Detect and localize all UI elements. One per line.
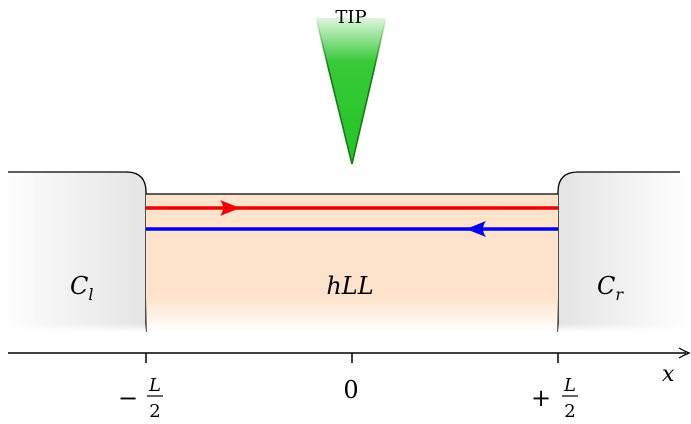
stm-tip: TIP bbox=[315, 7, 387, 165]
svg-text:L: L bbox=[563, 375, 576, 396]
tick-label-minus-l-half: − L 2 bbox=[118, 375, 163, 422]
tick-label-zero: 0 bbox=[343, 376, 358, 404]
svg-text:+: + bbox=[531, 384, 551, 412]
right-contact-label: Cr bbox=[597, 272, 624, 304]
axis-arrow-icon bbox=[678, 347, 691, 359]
edge-state-forward bbox=[146, 200, 558, 216]
svg-text:2: 2 bbox=[149, 401, 160, 422]
arrow-right-icon bbox=[220, 200, 240, 216]
left-contact bbox=[0, 171, 147, 332]
channel-label: hLL bbox=[326, 272, 373, 300]
svg-text:L: L bbox=[148, 375, 161, 396]
hll-channel bbox=[146, 193, 558, 332]
left-contact-label: Cl bbox=[70, 272, 94, 304]
x-axis: x bbox=[8, 347, 691, 387]
svg-text:−: − bbox=[118, 384, 138, 412]
x-axis-label: x bbox=[662, 362, 675, 387]
edge-state-backward bbox=[146, 221, 558, 237]
arrow-left-icon bbox=[466, 221, 486, 237]
tip-label: TIP bbox=[335, 7, 366, 28]
svg-text:2: 2 bbox=[564, 401, 575, 422]
tick-label-plus-l-half: + L 2 bbox=[531, 375, 578, 422]
right-contact bbox=[557, 171, 691, 332]
